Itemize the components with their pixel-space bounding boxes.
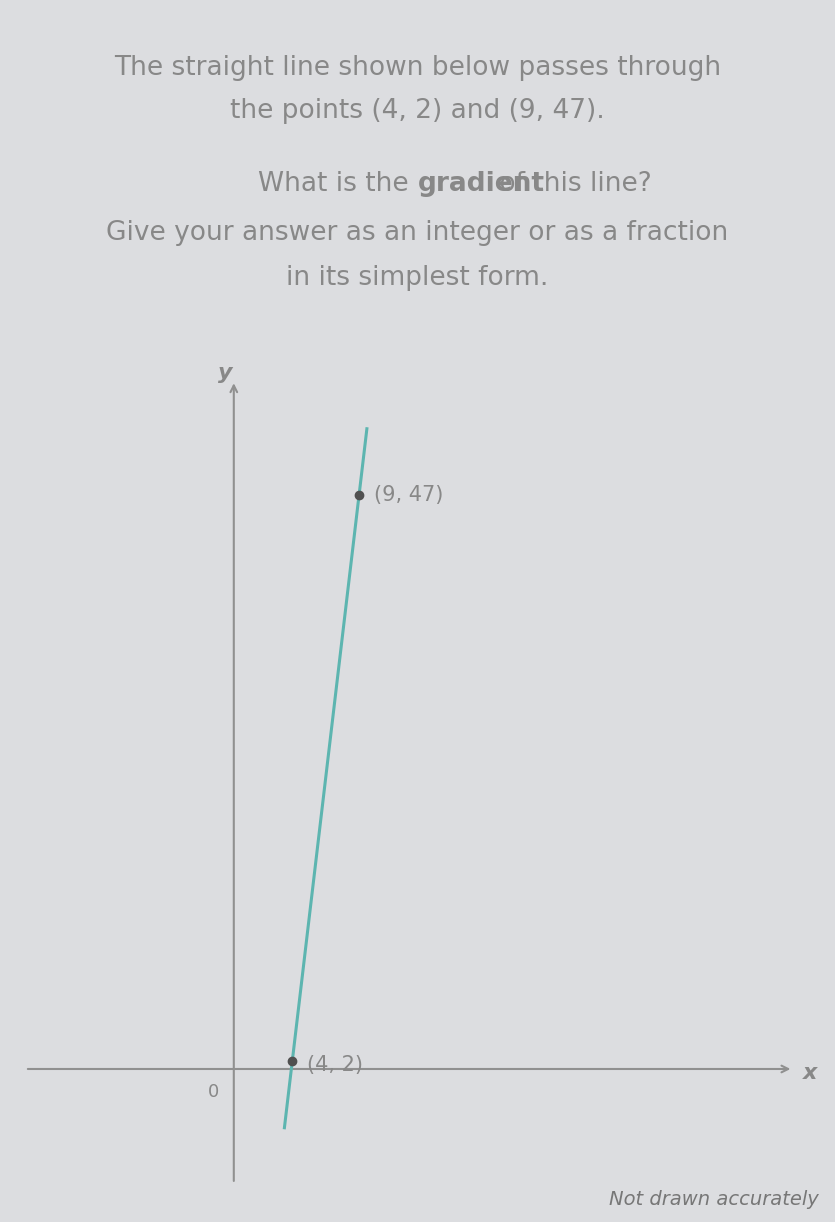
Text: Not drawn accurately: Not drawn accurately xyxy=(609,1189,818,1209)
Text: (9, 47): (9, 47) xyxy=(374,485,443,505)
Text: What is the: What is the xyxy=(259,171,418,197)
Text: gradient: gradient xyxy=(418,171,544,197)
Text: y: y xyxy=(218,363,233,382)
Text: x: x xyxy=(802,1063,817,1083)
Text: in its simplest form.: in its simplest form. xyxy=(286,265,549,291)
Text: of this line?: of this line? xyxy=(491,171,652,197)
Text: Give your answer as an integer or as a fraction: Give your answer as an integer or as a f… xyxy=(106,220,729,246)
Text: The straight line shown below passes through: The straight line shown below passes thr… xyxy=(114,55,721,81)
Text: the points (4, 2) and (9, 47).: the points (4, 2) and (9, 47). xyxy=(230,98,605,123)
Text: 0: 0 xyxy=(208,1083,219,1101)
Text: (4, 2): (4, 2) xyxy=(307,1055,363,1075)
